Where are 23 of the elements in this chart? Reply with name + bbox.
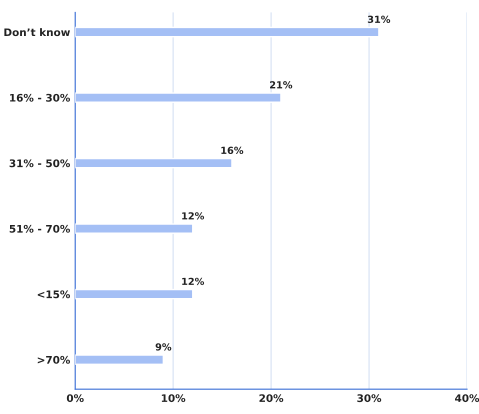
bar — [75, 288, 194, 300]
y-tick-label: Don’t know — [4, 28, 70, 36]
x-tick-label: 0% — [66, 394, 84, 402]
data-label: 21% — [270, 81, 292, 89]
bar — [75, 92, 282, 103]
bar — [75, 26, 380, 38]
y-tick-label: 31% - 50% — [10, 159, 70, 168]
bar — [75, 158, 233, 168]
data-label: 9% — [156, 343, 172, 351]
y-tick-label: 16% - 30% — [10, 94, 70, 102]
x-tick-label: 10% — [162, 394, 186, 402]
y-tick-label: >70% — [38, 356, 70, 364]
y-tick-label: <15% — [38, 290, 70, 298]
x-tick-label: 40% — [455, 394, 479, 402]
bar — [75, 223, 194, 234]
bar — [75, 354, 164, 365]
data-label: 31% — [368, 16, 390, 23]
data-label: 12% — [182, 278, 204, 286]
data-label: 12% — [182, 212, 204, 220]
x-tick-label: 20% — [259, 394, 284, 402]
data-label: 16% — [221, 146, 244, 154]
y-tick-label: 51% - 70% — [10, 224, 70, 233]
x-tick-label: 30% — [357, 394, 382, 402]
